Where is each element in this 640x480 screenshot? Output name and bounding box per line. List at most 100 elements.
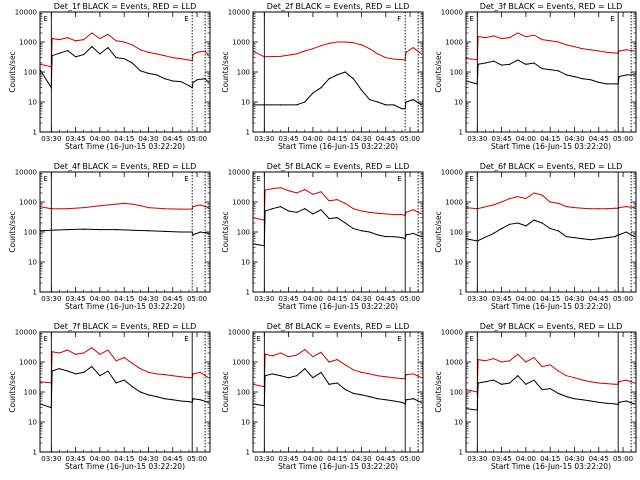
lld-point xyxy=(304,50,306,52)
lld-point xyxy=(192,206,194,208)
lld-point xyxy=(192,373,194,375)
x-tick-label: 04:30 xyxy=(351,135,371,143)
lld-point xyxy=(107,349,109,351)
x-tick-label: 05:00 xyxy=(187,135,207,143)
y-tick-label: 10000 xyxy=(441,9,463,17)
x-tick-label: 04:30 xyxy=(138,135,158,143)
x-tick-label: 03:30 xyxy=(467,135,487,143)
lld-point xyxy=(625,49,627,51)
lld-point xyxy=(420,213,422,215)
events-point xyxy=(393,236,395,238)
panel-1: Det_1f BLACK = Events, RED = LLD 1 10 100 10… xyxy=(8,2,211,151)
events-point xyxy=(405,101,407,103)
events-point xyxy=(288,377,290,379)
lld-point xyxy=(328,200,330,202)
lld-point xyxy=(320,351,322,353)
lld-point xyxy=(368,211,371,214)
y-axis-label: Counts/sec xyxy=(221,51,230,92)
y-tick-label: 10 xyxy=(454,99,463,107)
events-point xyxy=(614,83,616,85)
panel-4: Det_4f BLACK = Events, RED = LLD 1 10 100 10… xyxy=(8,162,211,311)
lld-point xyxy=(75,353,77,355)
lld-point xyxy=(412,209,414,211)
events-point xyxy=(139,70,141,72)
y-tick-label: 1 xyxy=(33,289,37,297)
events-point xyxy=(83,371,85,374)
events-point xyxy=(180,231,182,233)
lld-point xyxy=(131,362,133,364)
events-point xyxy=(279,206,282,208)
y-tick-label: 1000 xyxy=(445,359,463,367)
lld-point xyxy=(172,375,174,377)
time-marker-label: E xyxy=(256,335,260,343)
x-tick-label: 03:45 xyxy=(492,135,512,143)
lld-point xyxy=(344,41,346,43)
events-point xyxy=(352,78,354,80)
x-tick-label: 04:15 xyxy=(540,295,560,303)
lld-point xyxy=(58,39,61,41)
plot-frame xyxy=(39,11,211,133)
x-tick-label: 04:30 xyxy=(564,135,584,143)
time-marker-label: E xyxy=(469,15,473,23)
events-point xyxy=(99,229,101,231)
x-tick-label: 04:30 xyxy=(351,295,371,303)
events-point xyxy=(590,79,592,81)
lld-point xyxy=(606,208,608,210)
x-tick-label: 04:00 xyxy=(516,455,536,463)
x-tick-label: 04:00 xyxy=(90,455,110,463)
events-point xyxy=(51,370,53,372)
time-marker-label: E xyxy=(397,335,401,343)
x-tick-label: 04:30 xyxy=(351,455,371,463)
events-point xyxy=(625,231,627,233)
lld-point xyxy=(336,359,338,361)
y-tick-label: 1 xyxy=(459,449,463,457)
lld-point xyxy=(517,353,519,355)
events-point xyxy=(385,236,387,238)
y-tick-label: 1 xyxy=(33,449,37,457)
x-tick-label: 04:15 xyxy=(327,295,347,303)
y-tick-label: 10000 xyxy=(228,329,250,337)
events-point xyxy=(573,76,576,78)
x-tick-label: 04:00 xyxy=(303,135,323,143)
x-tick-label: 03:30 xyxy=(254,455,274,463)
x-tick-label: 03:45 xyxy=(279,295,299,303)
events-point xyxy=(412,398,414,400)
y-axis-label: Counts/sec xyxy=(8,371,17,412)
events-point xyxy=(164,230,166,232)
x-tick-label: 05:00 xyxy=(187,455,207,463)
events-point xyxy=(304,208,306,210)
time-marker-label: E xyxy=(43,335,47,343)
events-point xyxy=(360,89,363,91)
events-point xyxy=(279,104,282,106)
events-point xyxy=(172,399,174,401)
lld-point xyxy=(83,207,85,209)
x-axis-label: Start Time (16-Jun-15 03:22:20) xyxy=(278,302,398,311)
y-tick-label: 10 xyxy=(28,419,37,427)
x-tick-label: 04:45 xyxy=(589,295,609,303)
events-point xyxy=(368,396,371,398)
lld-point xyxy=(279,55,282,58)
events-point xyxy=(525,225,527,227)
lld-point xyxy=(336,41,338,43)
lld-point xyxy=(573,207,576,209)
events-point xyxy=(618,401,620,404)
events-point xyxy=(484,381,487,383)
events-point xyxy=(336,382,338,384)
events-point xyxy=(393,400,395,402)
y-tick-label: 10 xyxy=(28,99,37,107)
events-point xyxy=(312,92,314,94)
plot-data xyxy=(40,347,209,409)
events-point xyxy=(525,383,527,385)
events-point xyxy=(58,52,61,54)
lld-point xyxy=(180,57,182,60)
lld-point xyxy=(155,373,158,375)
lld-point xyxy=(264,189,266,191)
events-point xyxy=(401,237,403,239)
lld-point xyxy=(99,353,101,355)
x-tick-label: 04:30 xyxy=(564,455,584,463)
events-point xyxy=(581,78,584,80)
lld-point xyxy=(549,364,551,366)
x-tick-label: 03:45 xyxy=(66,135,86,143)
x-tick-label: 04:45 xyxy=(163,455,183,463)
x-tick-label: 04:45 xyxy=(163,295,183,303)
